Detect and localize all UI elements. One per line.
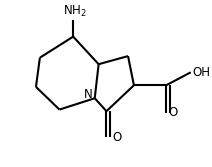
Text: O: O [112,131,122,144]
Text: N: N [84,88,92,101]
Text: NH$_2$: NH$_2$ [63,4,87,19]
Text: OH: OH [193,66,211,79]
Text: O: O [168,106,177,119]
